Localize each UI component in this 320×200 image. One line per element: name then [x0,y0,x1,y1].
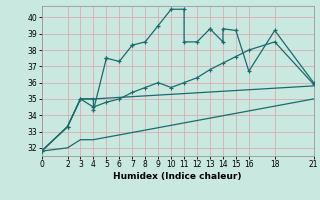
X-axis label: Humidex (Indice chaleur): Humidex (Indice chaleur) [113,172,242,181]
